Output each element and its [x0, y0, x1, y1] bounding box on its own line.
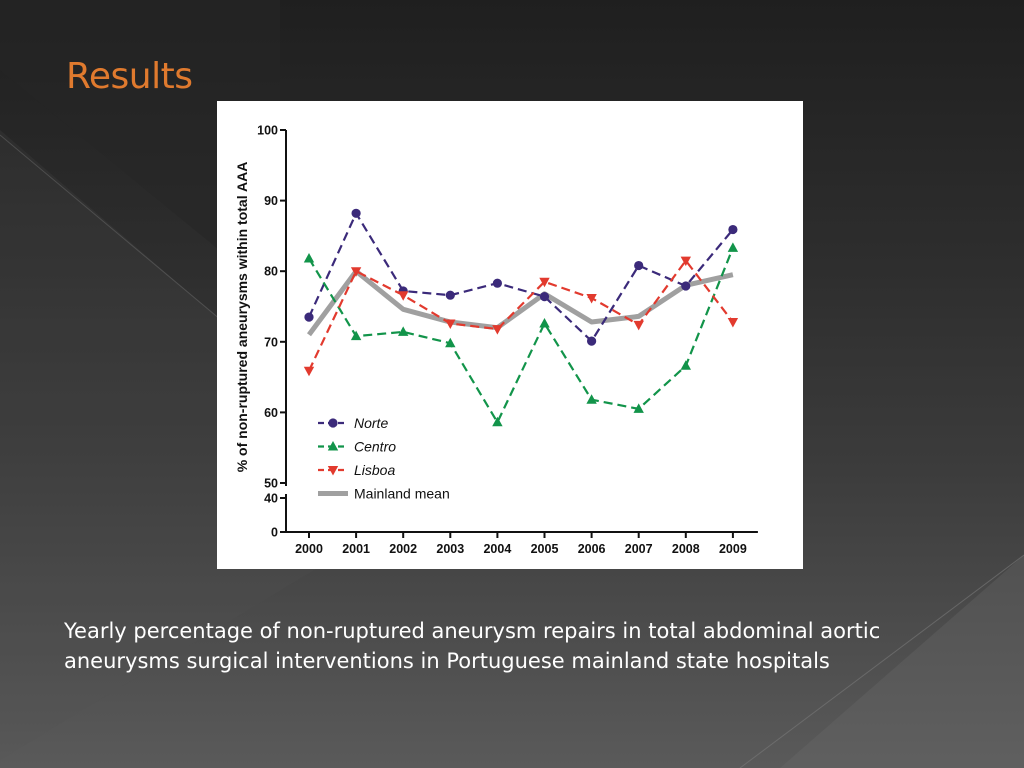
x-tick-label: 2004 [483, 542, 511, 556]
x-tick-label: 2002 [389, 542, 417, 556]
series-line-centro [308, 247, 734, 424]
series-line-mainland-mean [306, 268, 734, 337]
legend-label-centro: Centro [354, 439, 396, 455]
chart-panel: 0 40 50 60 70 80 90 100 2000 2001 2002 2003 2004 2005… [217, 101, 803, 569]
y-tick-label: 70 [264, 335, 278, 349]
data-point-lisboa [586, 294, 597, 304]
data-point-norte [539, 292, 550, 302]
legend-marker-centro [327, 441, 339, 451]
data-point-lisboa [445, 319, 456, 329]
x-tick-label: 2001 [342, 542, 370, 556]
data-point-lisboa [350, 267, 362, 277]
data-point-norte [492, 278, 502, 288]
y-tick-label: 60 [264, 406, 278, 420]
legend-label-norte: Norte [354, 415, 388, 431]
data-point-norte [587, 336, 597, 346]
y-tick-label: 40 [264, 492, 278, 506]
y-axis-title: % of non-ruptured aneurysms within total… [234, 162, 250, 473]
y-tick-label: 90 [264, 194, 278, 208]
slide-caption: Yearly percentage of non-ruptured aneury… [64, 619, 881, 673]
x-tick-label: 2005 [531, 542, 559, 556]
data-point-norte [634, 260, 644, 271]
data-point-centro [492, 416, 503, 427]
y-tick-label: 80 [264, 265, 278, 279]
chart-series [303, 208, 739, 427]
data-point-centro [586, 394, 597, 404]
data-point-lisboa [398, 291, 409, 301]
x-tick-label: 2007 [625, 542, 653, 556]
data-point-lisboa [680, 256, 691, 267]
x-tick-label: 2009 [719, 542, 747, 556]
legend-label-lisboa: Lisboa [354, 462, 395, 478]
series-line-norte [307, 212, 734, 343]
data-point-norte [728, 224, 738, 235]
data-point-centro [539, 317, 550, 328]
legend-label-mainland-mean: Mainland mean [354, 486, 450, 502]
data-point-centro [398, 326, 409, 336]
data-point-norte [304, 312, 314, 322]
y-tick-label: 50 [264, 477, 278, 491]
data-point-centro [633, 403, 644, 413]
data-point-norte [445, 290, 455, 300]
x-tick-label: 2003 [436, 542, 464, 556]
y-tick-label: 100 [257, 124, 278, 138]
x-tick-label: 2008 [672, 542, 700, 556]
data-point-norte [681, 281, 691, 291]
x-tick-label: 2006 [578, 542, 606, 556]
series-line-lisboa [308, 259, 734, 372]
data-point-centro [680, 360, 691, 370]
data-point-centro [350, 330, 362, 341]
data-point-norte [351, 208, 361, 218]
data-point-centro [727, 242, 739, 252]
data-point-lisboa [633, 320, 644, 331]
slide-title: Results [66, 56, 193, 97]
data-point-lisboa [492, 325, 503, 335]
data-point-centro [303, 252, 315, 263]
chart-legend: Norte Centro Lisboa Mainland mean [318, 415, 450, 502]
x-tick-label: 2000 [295, 542, 323, 556]
legend-marker-norte [328, 418, 338, 428]
data-point-lisboa [727, 318, 739, 328]
legend-marker-lisboa [327, 466, 339, 476]
y-tick-label: 0 [271, 526, 278, 540]
data-point-centro [445, 337, 456, 348]
data-point-lisboa [303, 366, 315, 377]
data-point-lisboa [539, 277, 550, 288]
